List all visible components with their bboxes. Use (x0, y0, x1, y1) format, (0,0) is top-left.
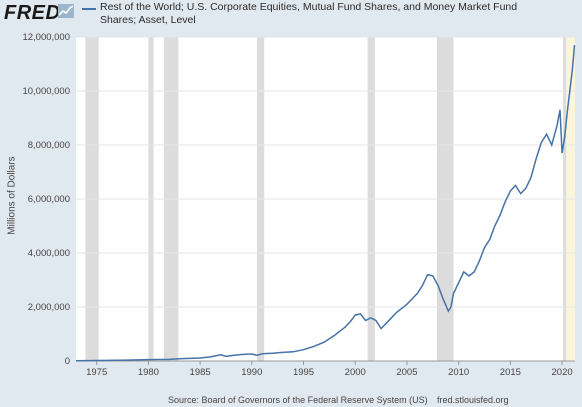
y-tick-label: 10,000,000 (22, 86, 70, 97)
source-note: Source: Board of Governors of the Federa… (168, 395, 428, 405)
fred-logo-chart-icon (58, 4, 74, 18)
y-tick-label: 12,000,000 (22, 32, 70, 43)
x-tick-label: 2010 (448, 367, 469, 378)
x-tick-label: 2015 (500, 367, 521, 378)
x-tick-label: 2005 (396, 367, 417, 378)
fred-logo[interactable]: FRED (4, 2, 61, 24)
x-tick-label: 1980 (138, 367, 159, 378)
y-tick-label: 2,000,000 (28, 302, 70, 313)
x-tick-label: 1985 (190, 367, 211, 378)
y-tick-label: 8,000,000 (28, 140, 70, 151)
chart-plot[interactable]: 0 2,000,000 4,000,000 6,000,000 8,000,000 10,… (0, 0, 582, 390)
x-tick-label: 2000 (345, 367, 366, 378)
y-tick-label: 4,000,000 (28, 248, 70, 259)
x-tick-label: 1975 (86, 367, 107, 378)
y-axis-ticks: 0 2,000,000 4,000,000 6,000,000 8,000,000 10,… (22, 32, 70, 367)
legend-series-swatch (82, 8, 96, 10)
x-tick-label: 1990 (241, 367, 262, 378)
x-axis-ticks: 1975 1980 1985 1990 1995 2000 2005 2010 2015 2020 (76, 360, 575, 378)
y-tick-label: 6,000,000 (28, 194, 70, 205)
series-line (75, 45, 576, 362)
legend-series-label: Rest of the World; U.S. Corporate Equiti… (100, 1, 518, 26)
x-tick-label: 1995 (293, 367, 314, 378)
x-tick-label: 2020 (552, 367, 573, 378)
source-url[interactable]: fred.stlouisfed.org (437, 395, 509, 405)
chart-header: FRED Rest of the World; U.S. Corporate E… (0, 0, 582, 34)
y-tick-label: 0 (65, 356, 70, 367)
